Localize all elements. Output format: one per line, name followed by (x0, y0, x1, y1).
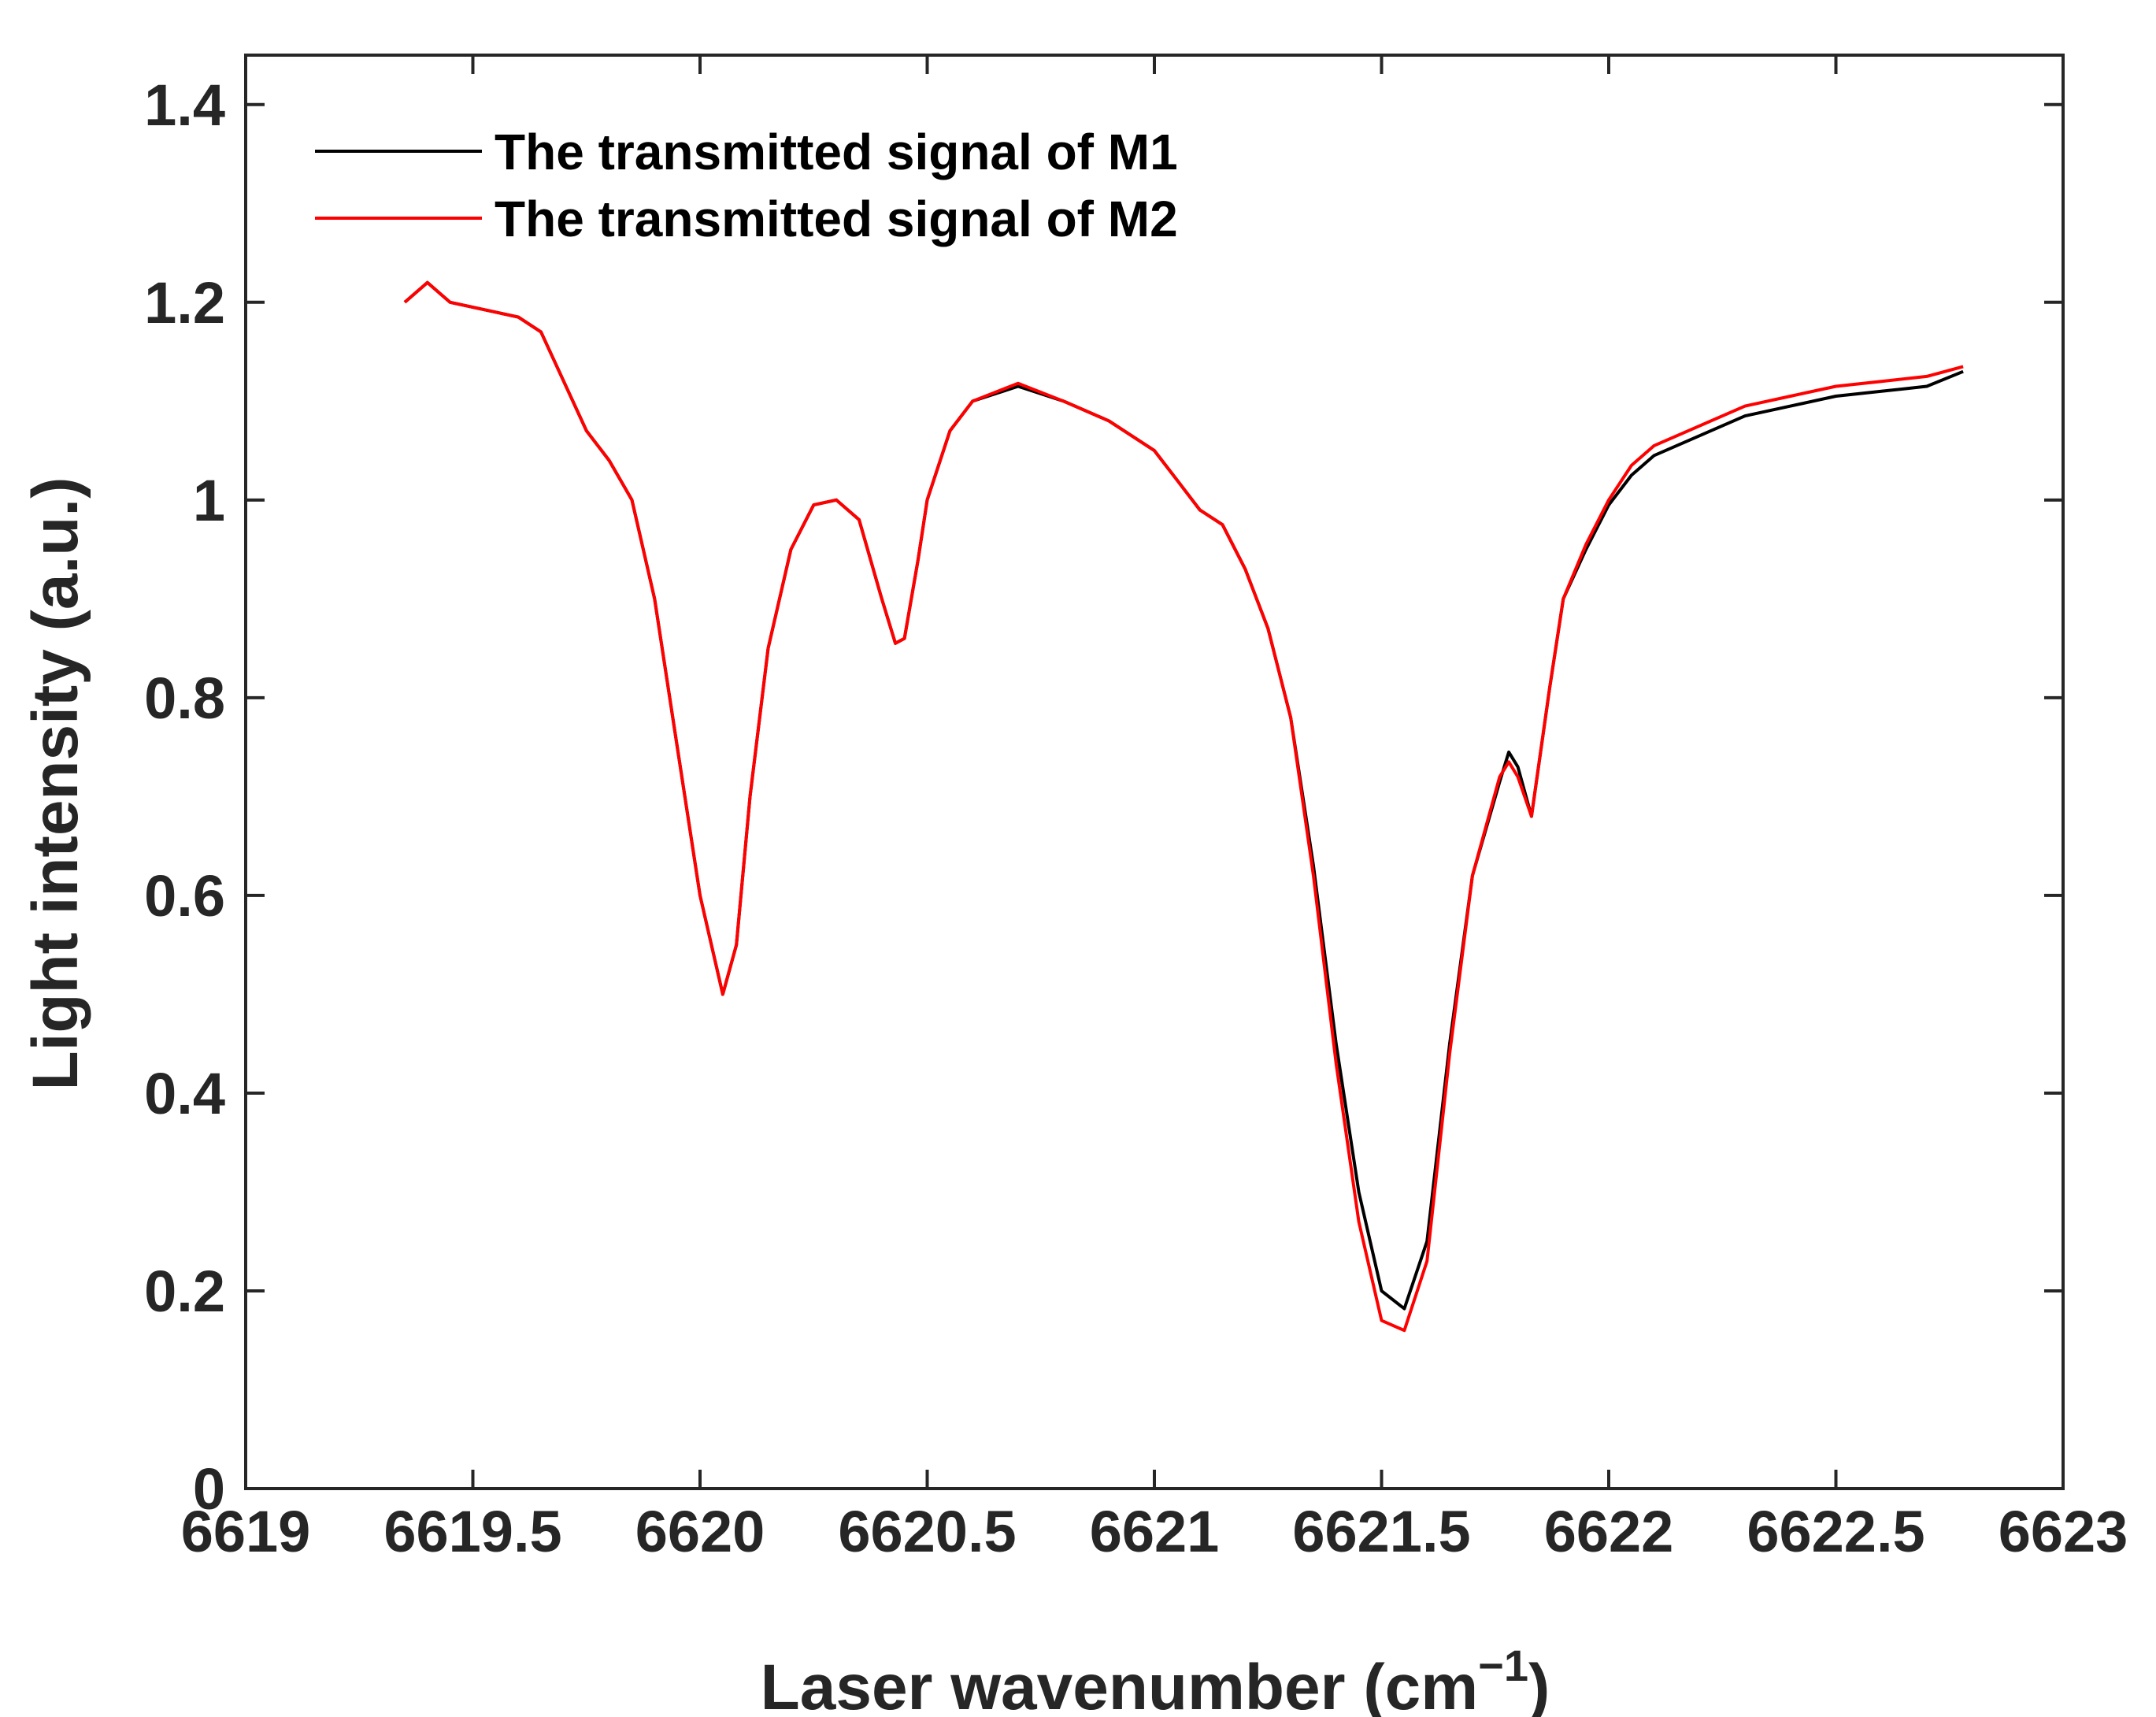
y-tick-label: 1.4 (144, 72, 225, 138)
x-tick-label: 6619.5 (383, 1499, 561, 1564)
x-tick-label: 6622 (1544, 1499, 1674, 1564)
y-tick-label: 0.8 (144, 666, 225, 731)
y-tick-label: 1.2 (144, 270, 225, 336)
x-axis-title-suffix: ) (1528, 1652, 1550, 1717)
y-tick-label: 0.2 (144, 1259, 225, 1324)
y-axis-title: Light intensity (a.u.) (20, 477, 91, 1091)
x-tick-label: 6621 (1090, 1499, 1220, 1564)
y-tick-label: 1 (193, 468, 225, 533)
tick-labels: 6619 6619.5 6620 6620.5 6621 6621.5 6622 6622.5… (144, 72, 2128, 1564)
x-axis-title: Laser wavenumber (cm−1) (761, 1641, 1550, 1717)
x-axis-title-main: Laser wavenumber (cm (761, 1652, 1479, 1717)
series-lines (403, 280, 1964, 1333)
x-tick-label: 6621.5 (1292, 1499, 1470, 1564)
y-tick-label: 0.6 (144, 863, 225, 929)
series-line-m2 (403, 280, 1964, 1333)
y-tick-label: 0 (193, 1456, 225, 1522)
x-axis-title-superscript: −1 (1478, 1641, 1528, 1690)
x-tick-label: 6623 (1999, 1499, 2128, 1564)
legend-label-m2: The transmitted signal of M2 (495, 191, 1178, 247)
x-tick-label: 6619 (181, 1499, 311, 1564)
x-tick-label: 6620.5 (838, 1499, 1016, 1564)
legend: The transmitted signal of M1 The transmi… (315, 124, 1178, 247)
plot-frame (244, 54, 2065, 1490)
x-tick-label: 6622.5 (1747, 1499, 1924, 1564)
y-tick-label: 0.4 (144, 1061, 225, 1126)
legend-label-m1: The transmitted signal of M1 (495, 124, 1178, 180)
x-tick-label: 6620 (635, 1499, 765, 1564)
